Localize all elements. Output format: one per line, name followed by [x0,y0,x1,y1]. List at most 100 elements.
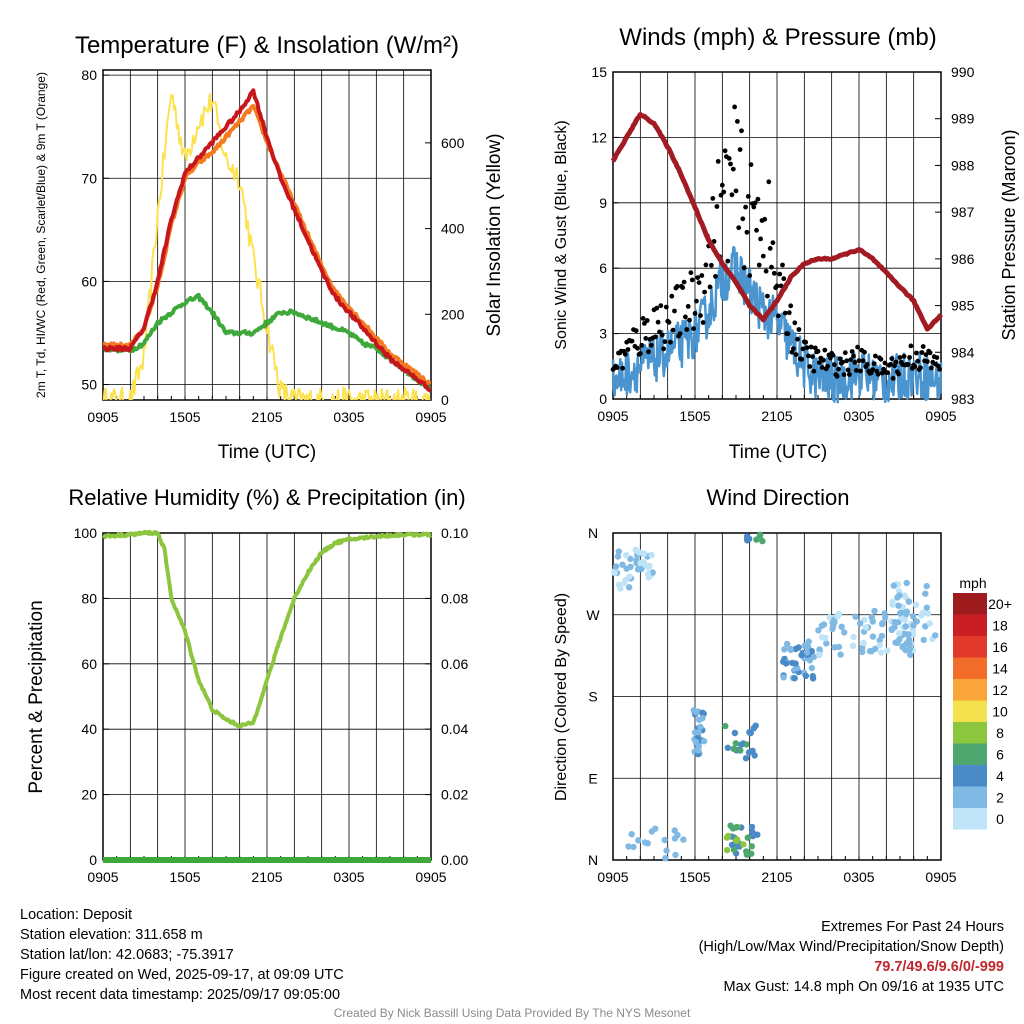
y-tick-label-left: 100 [74,525,98,541]
gust-point [864,361,870,367]
direction-point [850,633,857,641]
direction-point [894,594,901,601]
gust-point [875,371,881,377]
direction-point [809,672,816,680]
gust-point [822,347,828,353]
gust-point [700,320,706,325]
gust-point [914,350,919,356]
direction-point [740,841,747,848]
direction-point [871,607,878,615]
y-tick-label-left: 12 [591,129,607,145]
gust-point [870,367,876,372]
direction-point [635,837,642,844]
gust-point [856,358,862,364]
colorbar-segment [953,700,987,722]
gust-point [807,364,813,369]
gust-point [763,268,769,274]
y-tick-label-left: S [588,689,597,705]
gust-point [703,262,709,268]
direction-point [743,848,750,855]
gust-point [806,353,811,359]
direction-point [831,644,838,651]
direction-point [724,744,731,751]
direction-point [841,629,848,636]
direction-point [733,824,740,831]
direction-point [750,725,757,732]
winds-panel: 0905 1505 2105 0305 090503691215983984985986… [553,24,1019,463]
y-axis-label-left: Percent & Precipitation [26,600,47,793]
gust-point [688,270,694,276]
colorbar-segment [953,679,987,701]
gust-point [889,356,895,361]
colorbar-segment [953,657,987,679]
x-tick-label: 0905 [597,408,628,424]
direction-point [926,620,933,627]
gust-point [848,357,854,363]
gust-point [782,310,788,316]
gust-point [629,338,635,344]
direction-point [872,645,879,652]
gust-point [658,303,664,309]
direction-point [805,638,812,645]
x-tick-label: 0305 [333,409,364,425]
y-tick-label-right: 600 [441,135,465,151]
direction-point [692,738,700,746]
direction-point [803,649,811,656]
gust-point [661,346,666,352]
y-tick-label-left: 20 [81,787,97,803]
gust-point [714,204,720,209]
y-tick-label-right: 985 [951,298,975,314]
direction-point [671,835,679,842]
extremes-info: Extremes For Past 24 Hours (High/Low/Max… [699,917,1004,997]
y-tick-label-left: N [588,852,598,868]
gust-point [885,370,891,376]
direction-point [748,823,756,831]
gust-point [635,345,640,351]
gust-point [710,196,716,201]
gust-point [735,119,740,124]
y-tick-label-right: 0 [441,392,449,408]
y-tick-label-left: 9 [599,195,607,211]
gust-point [927,350,933,356]
direction-point [700,738,708,745]
location-text: Location: Deposit [20,907,133,923]
gust-point [832,362,837,368]
gust-point [659,332,665,338]
gust-point [793,352,799,357]
direction-point [663,847,670,854]
direction-point [748,850,755,857]
series-line-sonic-wind [611,245,943,404]
gust-point [695,275,701,280]
direction-point [891,619,898,626]
direction-point [923,604,930,611]
gust-point [841,372,847,377]
gust-point [639,343,645,348]
direction-point [849,642,857,649]
y-tick-label-right: 0.04 [441,721,468,737]
y-tick-label-right: 400 [441,221,465,237]
gust-point [918,365,923,371]
colorbar-label: 14 [992,660,1008,676]
colorbar-segment [953,593,987,615]
direction-point [619,561,626,568]
gust-point [873,353,878,359]
gust-point [745,194,751,199]
gust-point [683,314,688,320]
direction-point [835,610,843,617]
direction-point [895,602,902,609]
direction-point [723,847,731,854]
direction-point [744,834,751,841]
gust-point [754,227,759,233]
y-axis-label-right: Station Pressure (Maroon) [999,129,1019,340]
y-axis-label-right: Solar Insolation (Yellow) [484,133,505,336]
direction-point [823,640,830,647]
direction-point [869,633,877,640]
gust-point [852,360,858,365]
gust-point [905,362,911,367]
direction-point [749,832,757,840]
x-tick-label: 0905 [87,869,118,885]
direction-point [697,723,704,731]
direction-point [795,644,802,651]
direction-point [742,755,750,762]
y-axis-label-left: Sonic Wind & Gust (Blue, Black) [553,120,570,349]
